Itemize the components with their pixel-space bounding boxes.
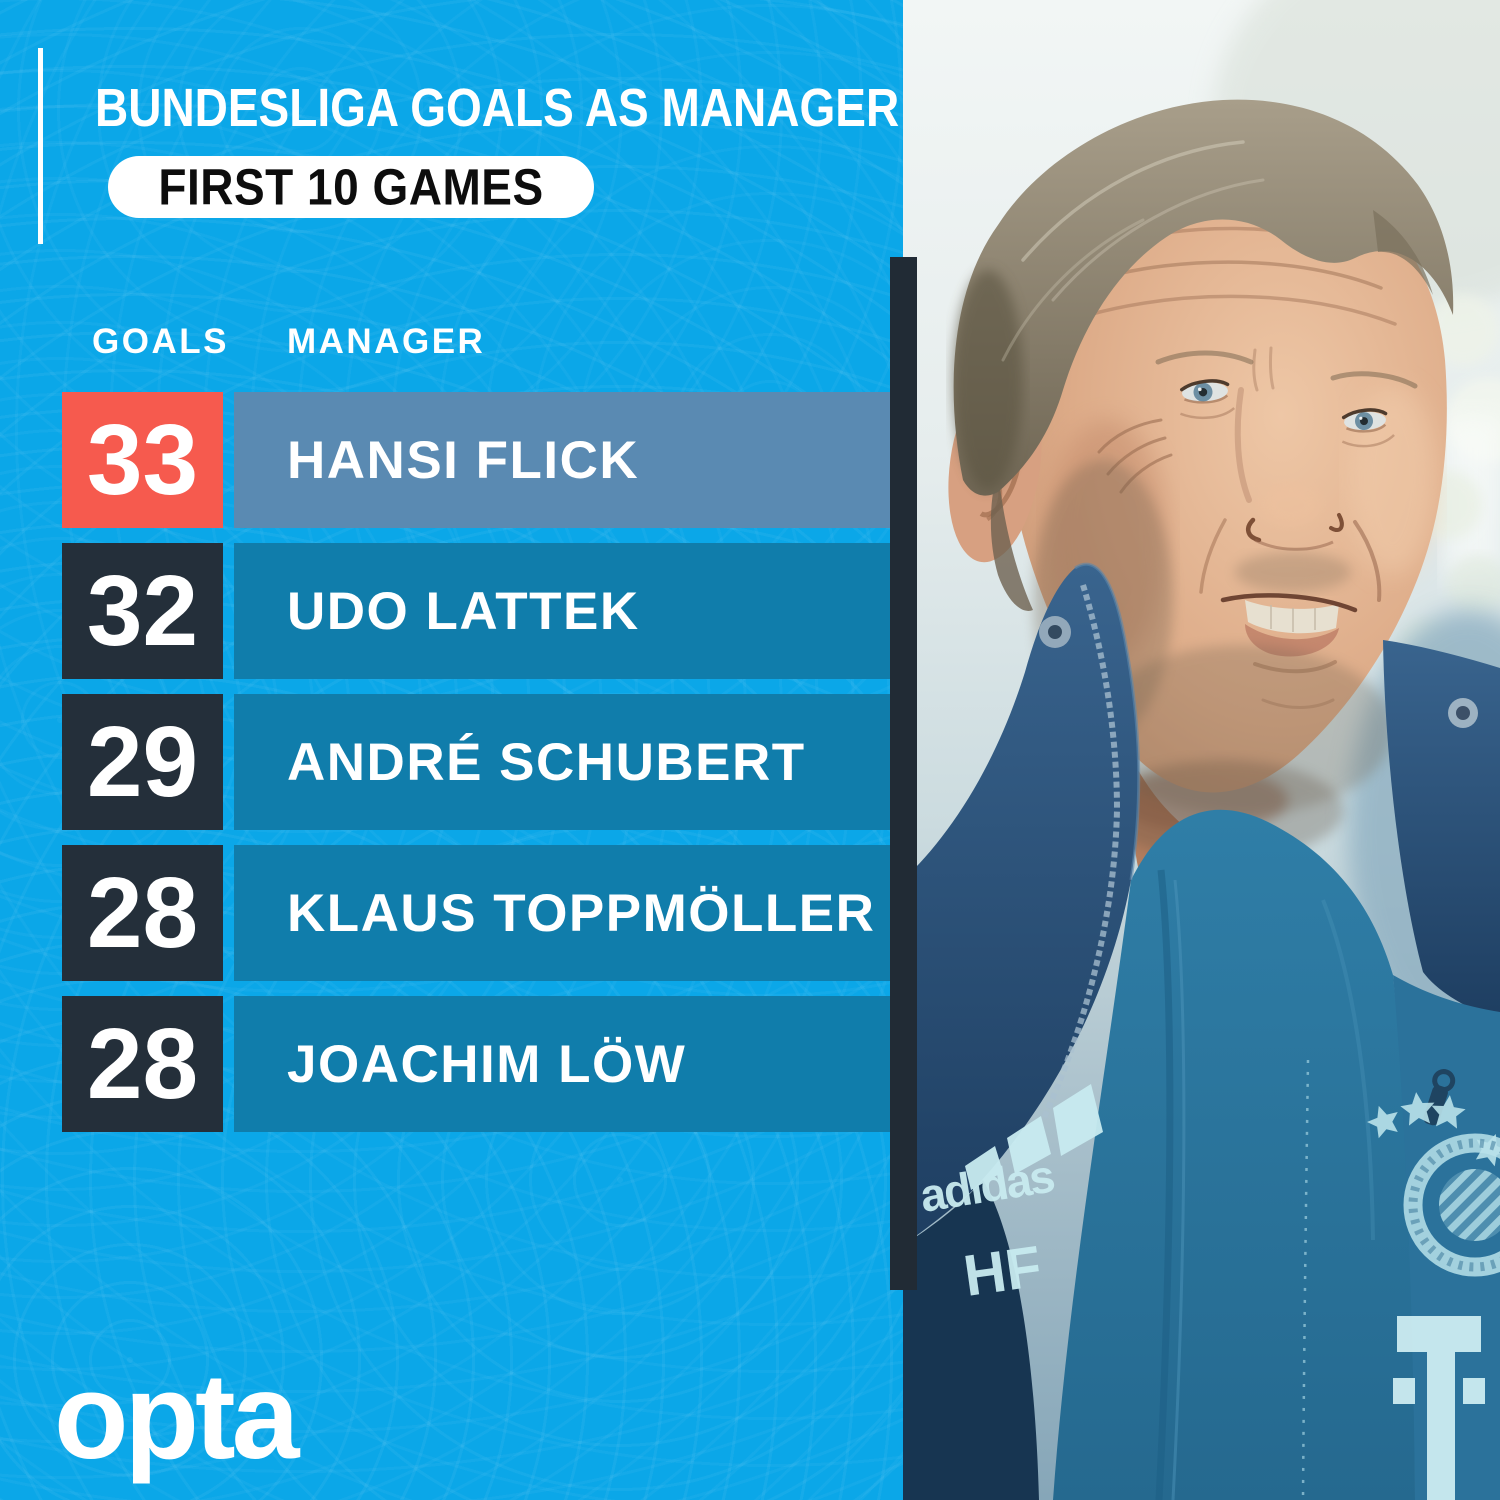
manager-name: HANSI FLICK <box>234 392 890 528</box>
stitch-line <box>1301 1059 1310 1500</box>
subtitle-pill-label: FIRST 10 GAMES <box>158 158 544 216</box>
sideburn <box>990 470 1033 611</box>
jacket-arm <box>903 1180 1039 1500</box>
manager-name: ANDRÉ SCHUBERT <box>234 694 890 830</box>
zip-pull <box>1423 1069 1456 1126</box>
zipper <box>1040 584 1121 1122</box>
goals-value: 33 <box>62 392 223 528</box>
table-row: 29 ANDRÉ SCHUBERT <box>62 694 890 830</box>
jacket-chest <box>1053 809 1415 1500</box>
jacket: adidas HF <box>903 562 1500 1500</box>
left-collar <box>903 564 1139 1245</box>
eyebrows <box>1155 350 1418 389</box>
adidas-stripe-icon <box>1053 1084 1103 1156</box>
manager-name: JOACHIM LÖW <box>234 996 890 1132</box>
adidas-stripe-icon <box>965 1146 1003 1190</box>
jacket-initials: HF <box>960 1234 1046 1309</box>
manager-name: UDO LATTEK <box>234 543 890 679</box>
manager-name: KLAUS TOPPMÖLLER <box>234 845 890 981</box>
adidas-stripe-icon <box>1007 1116 1051 1174</box>
goals-value: 28 <box>62 845 223 981</box>
leaderboard: 33 HANSI FLICK 32 UDO LATTEK 29 ANDRÉ SC… <box>62 392 890 1147</box>
telekom-t-logo <box>1393 1316 1485 1500</box>
goals-value: 32 <box>62 543 223 679</box>
manager-column-header: MANAGER <box>287 322 486 361</box>
title-accent-line <box>38 48 43 244</box>
table-row: 28 JOACHIM LÖW <box>62 996 890 1132</box>
table-row: 32 UDO LATTEK <box>62 543 890 679</box>
page-title: BUNDESLIGA GOALS AS MANAGER <box>95 77 900 138</box>
hansi-flick-photo: adidas HF <box>903 0 1500 1500</box>
right-collar <box>1383 640 1500 1020</box>
right-eye <box>1341 408 1395 448</box>
hair <box>953 99 1454 496</box>
divider-strip <box>890 257 917 1290</box>
goals-value: 28 <box>62 996 223 1132</box>
table-row: 33 HANSI FLICK <box>62 392 890 528</box>
goals-column-header: GOALS <box>92 322 229 361</box>
subtitle-pill: FIRST 10 GAMES <box>108 156 594 218</box>
left-eye <box>1180 379 1236 420</box>
nose <box>1234 387 1344 551</box>
opta-logo: opta <box>54 1348 300 1484</box>
table-row: 28 KLAUS TOPPMÖLLER <box>62 845 890 981</box>
goals-value: 29 <box>62 694 223 830</box>
